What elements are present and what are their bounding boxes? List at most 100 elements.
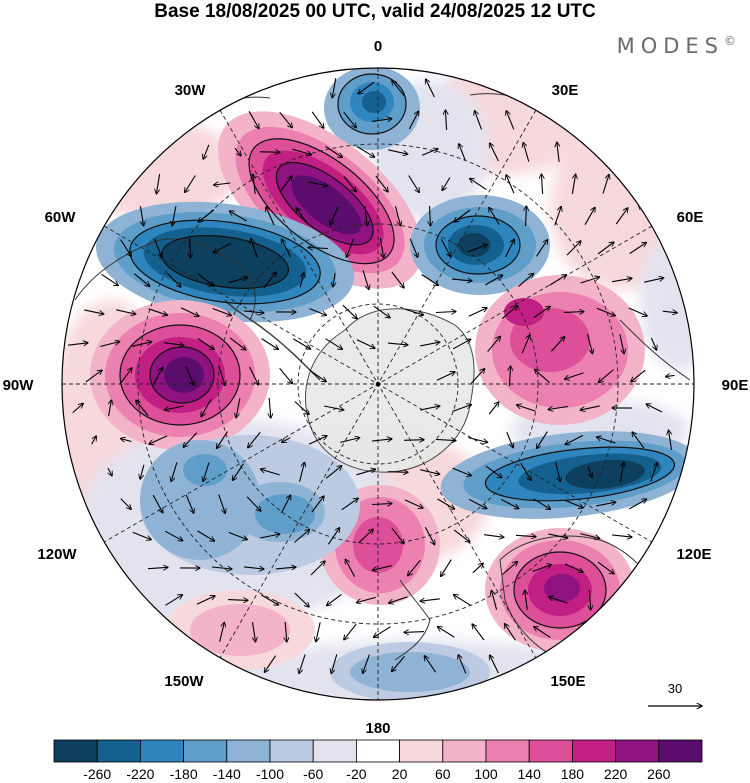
wind-arrow bbox=[324, 405, 344, 410]
wind-arrow bbox=[441, 559, 452, 577]
wind-arrow bbox=[365, 206, 367, 226]
colorbar-swatch bbox=[572, 739, 617, 763]
wind-arrow bbox=[523, 142, 530, 162]
wind-arrow bbox=[580, 277, 600, 284]
wind-arrow bbox=[309, 308, 327, 316]
wind-arrow bbox=[387, 343, 408, 345]
wind-arrow bbox=[308, 436, 327, 445]
colorbar-swatch bbox=[528, 739, 573, 763]
wind-arrow bbox=[308, 181, 328, 186]
wind-arrow bbox=[152, 367, 163, 386]
wind-arrow bbox=[341, 498, 358, 511]
wind-arrow bbox=[293, 338, 310, 349]
wind-arrow bbox=[549, 597, 568, 604]
wind-arrow bbox=[356, 339, 375, 349]
wind-arrow bbox=[325, 338, 343, 350]
wind-arrow bbox=[404, 499, 423, 508]
wind-arrow bbox=[452, 405, 472, 412]
wind-arrow bbox=[229, 337, 246, 350]
wind-arrow bbox=[190, 237, 191, 258]
map-border bbox=[61, 67, 695, 701]
colorbar: -260 -220 -180 -140 -100 -60 -20 20 60 100 140 180 2… bbox=[53, 739, 703, 782]
wind-arrow bbox=[244, 311, 264, 313]
wind-arrow bbox=[615, 208, 628, 225]
wind-arrow bbox=[589, 589, 590, 610]
wind-arrow bbox=[362, 270, 369, 289]
wind-arrow bbox=[436, 372, 455, 381]
chart-title: Base 18/08/2025 00 UTC, valid 24/08/2025… bbox=[154, 1, 596, 22]
wind-arrow bbox=[420, 469, 439, 475]
wind-arrow bbox=[472, 624, 485, 641]
wind-arrow bbox=[280, 495, 290, 514]
colorbar-tick-label: -220 bbox=[126, 766, 154, 782]
label-30e: 30E bbox=[552, 82, 579, 99]
wind-arrow bbox=[565, 372, 584, 379]
wind-arrow bbox=[563, 312, 584, 313]
colorbar-swatch bbox=[355, 739, 400, 763]
wind-arrow bbox=[260, 469, 280, 476]
wind-arrow bbox=[555, 462, 561, 481]
wind-arrow bbox=[203, 462, 210, 482]
label-150w: 150W bbox=[164, 673, 204, 690]
wind-arrow bbox=[440, 238, 450, 257]
wind-arrow bbox=[72, 403, 83, 414]
wind-arrow bbox=[387, 472, 408, 473]
wind-arrow bbox=[356, 469, 375, 476]
wind-arrow bbox=[279, 111, 293, 128]
colorbar-swatch bbox=[269, 739, 314, 763]
wind-arrow bbox=[666, 375, 675, 376]
wind-arrow bbox=[669, 430, 673, 450]
wind-arrow bbox=[211, 567, 232, 569]
wind-arrow bbox=[580, 533, 599, 539]
wind-arrow bbox=[346, 238, 355, 258]
wind-arrow bbox=[331, 654, 338, 673]
wind-arrow bbox=[197, 338, 215, 350]
wind-arrow bbox=[388, 149, 408, 154]
wind-arrow bbox=[438, 627, 455, 638]
wind-arrow bbox=[394, 206, 400, 225]
wind-arrow bbox=[452, 467, 472, 475]
wind-arrow bbox=[424, 656, 437, 673]
wind-arrow bbox=[316, 622, 321, 642]
colorbar-swatch bbox=[399, 739, 444, 763]
colorbar-swatch bbox=[615, 739, 660, 763]
wind-arrow bbox=[119, 368, 132, 385]
wind-arrow bbox=[391, 271, 404, 288]
wind-arrow bbox=[156, 174, 161, 194]
wind-arrow bbox=[404, 308, 424, 315]
wind-arrow bbox=[203, 144, 210, 159]
wind-arrow bbox=[282, 239, 291, 258]
wind-arrow bbox=[437, 498, 454, 509]
wind-arrow bbox=[517, 405, 536, 412]
wind-arrow bbox=[152, 494, 163, 513]
wind-arrow bbox=[534, 627, 551, 638]
brand-name: MODES bbox=[616, 34, 724, 58]
wind-arrow bbox=[628, 307, 647, 316]
wind-arrow bbox=[548, 533, 568, 538]
wind-arrow bbox=[564, 499, 583, 508]
wind-arrow bbox=[325, 146, 343, 158]
wind-arrow bbox=[84, 309, 104, 314]
colorbar-swatch bbox=[96, 739, 141, 763]
label-60e: 60E bbox=[677, 209, 704, 226]
wind-arrow bbox=[121, 439, 132, 442]
wind-arrow bbox=[372, 565, 392, 571]
wind-arrow bbox=[148, 308, 168, 315]
colorbar-tick-label: 100 bbox=[474, 766, 498, 782]
wind-arrow bbox=[218, 494, 226, 514]
colorbar-tick-label: 20 bbox=[392, 766, 408, 782]
wind-arrow bbox=[325, 466, 342, 479]
wind-arrow bbox=[629, 242, 647, 255]
wind-arrow bbox=[541, 174, 542, 195]
wind-arrow bbox=[201, 399, 212, 416]
wind-arrow bbox=[298, 462, 305, 482]
label-0: 0 bbox=[374, 38, 382, 55]
wind-arrow bbox=[292, 148, 311, 155]
wind-arrow bbox=[550, 337, 564, 352]
wind-arrow bbox=[264, 655, 277, 673]
wind-arrow bbox=[506, 175, 515, 194]
wind-arrow bbox=[379, 238, 383, 258]
label-150e: 150E bbox=[550, 673, 585, 690]
wind-arrow bbox=[311, 496, 324, 513]
